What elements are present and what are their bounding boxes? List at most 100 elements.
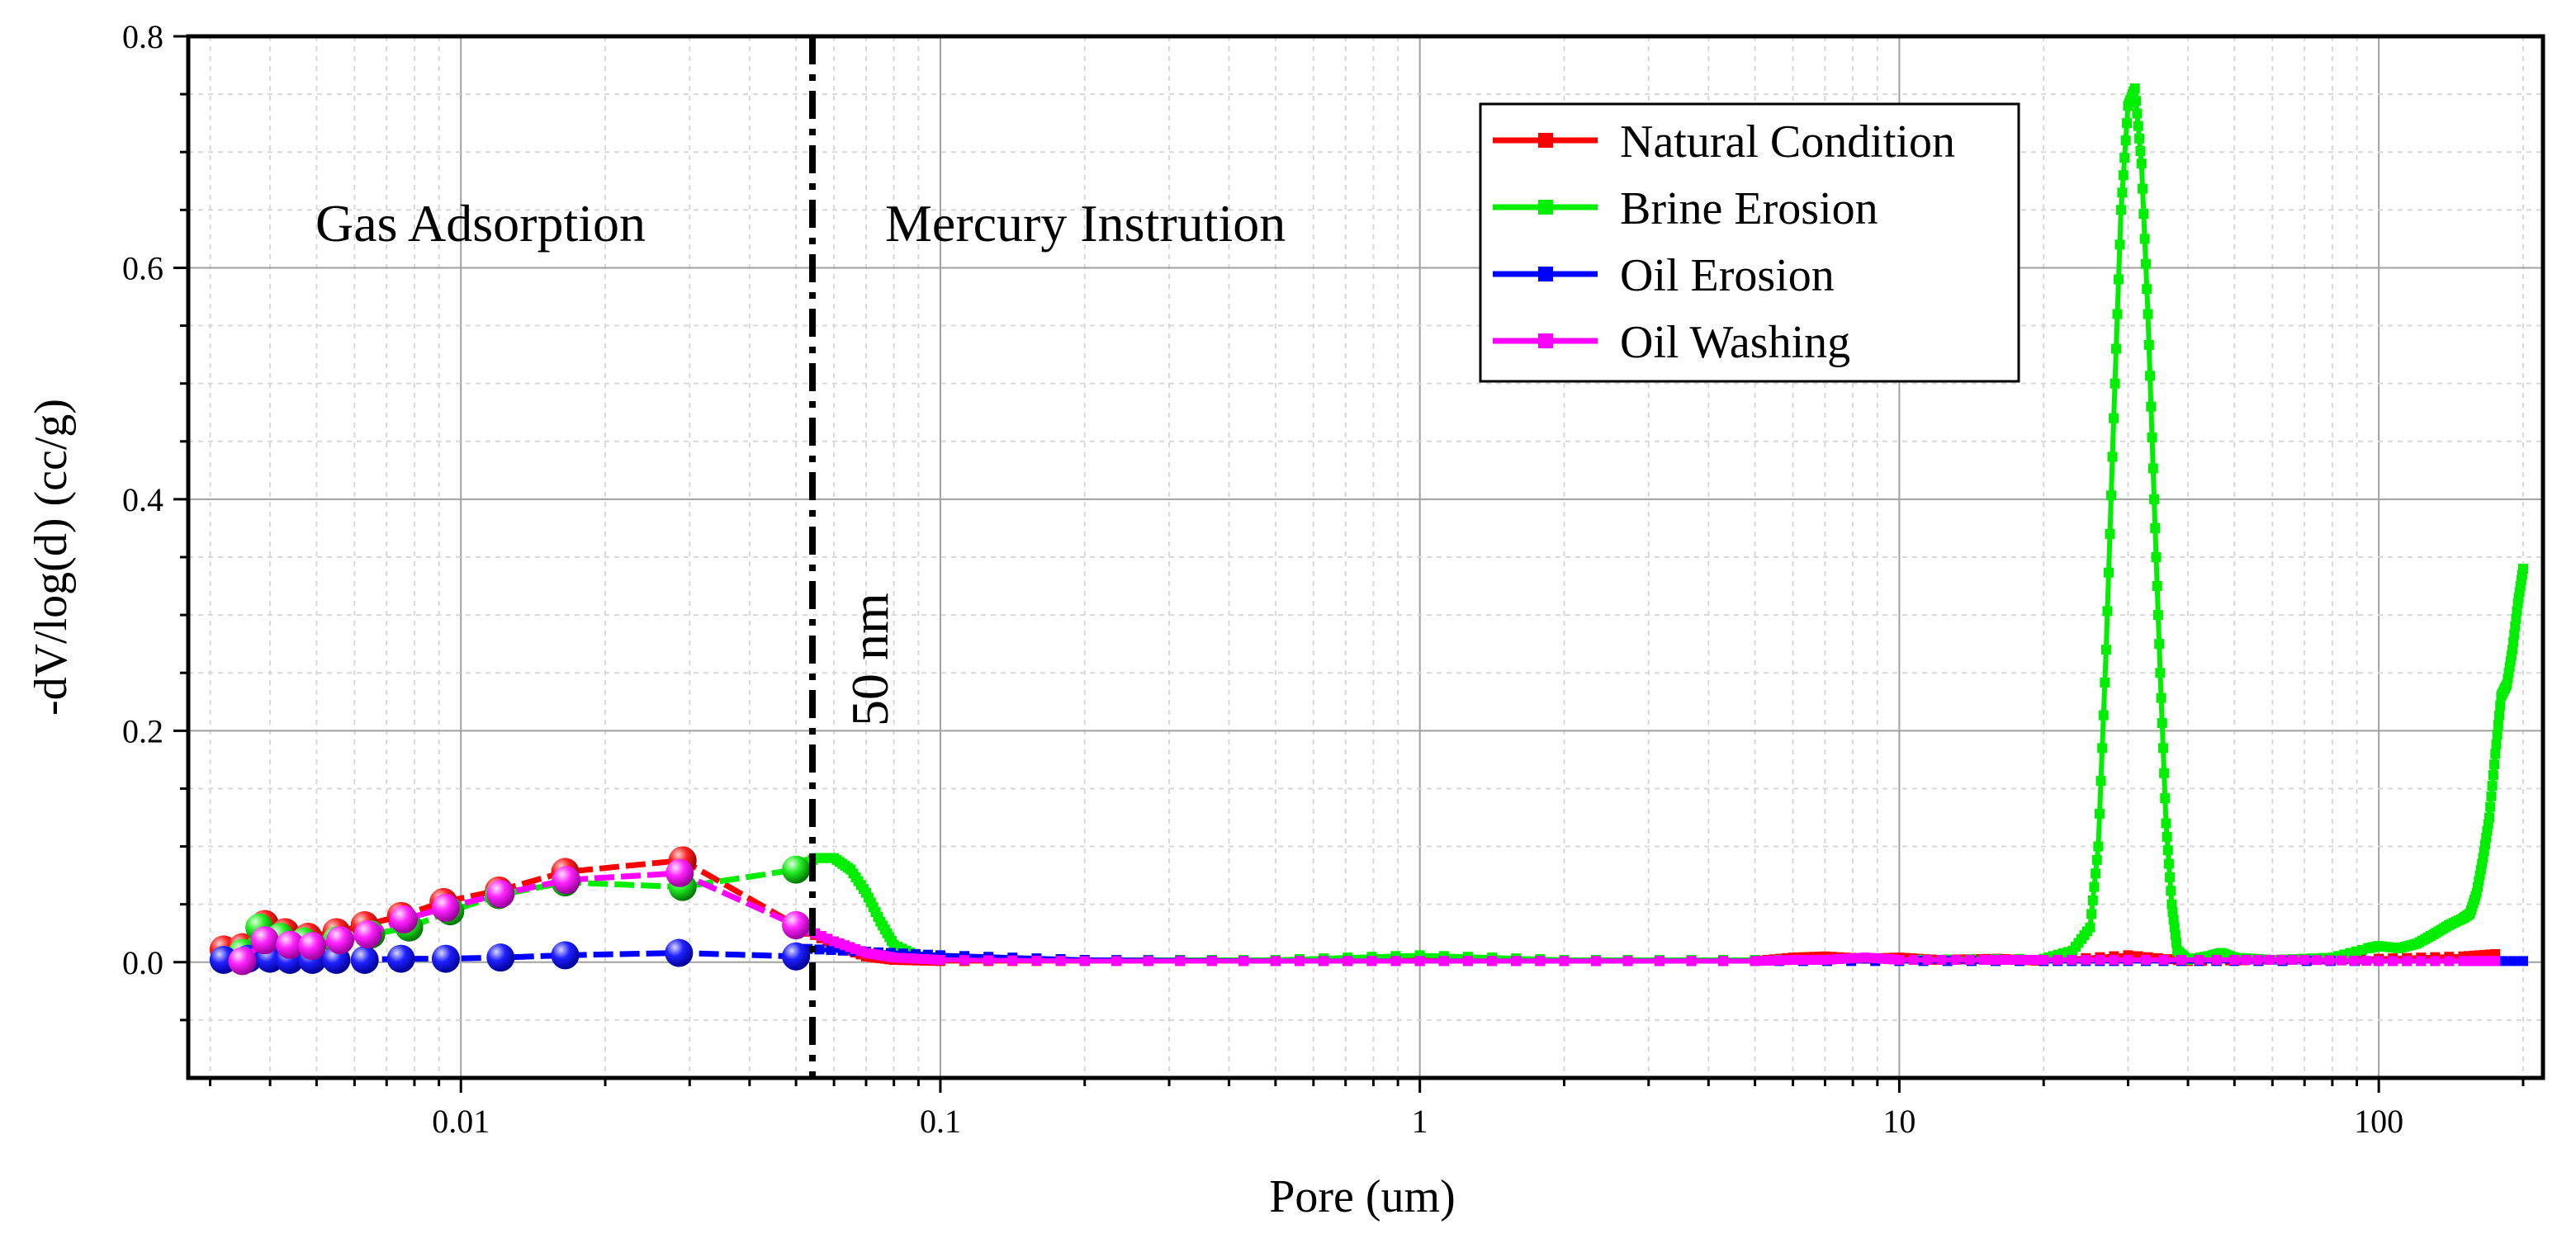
series-oil-washing	[228, 858, 2501, 976]
series-marker-hg	[1238, 956, 1249, 967]
series-marker-hg	[2159, 768, 2170, 778]
series-marker-hg	[2146, 401, 2157, 412]
series-marker-hg	[2139, 234, 2150, 244]
series-marker-hg	[1175, 956, 1186, 967]
series-marker-hg	[1908, 954, 1919, 965]
series-marker-hg	[1295, 956, 1305, 967]
series-point-gas	[431, 944, 460, 973]
legend: Natural Condition Brine Erosion Oil Erosio…	[1479, 102, 2020, 383]
series-marker-hg	[1718, 956, 1729, 967]
series-marker-hg	[2337, 955, 2347, 966]
x-tick-label: 0.1	[920, 1103, 961, 1140]
series-marker-hg	[1894, 954, 1905, 965]
series-marker-hg	[2133, 121, 2143, 131]
series-marker-hg	[2160, 793, 2171, 804]
series-marker-hg	[2517, 564, 2528, 574]
series-marker-hg	[2444, 956, 2455, 967]
series-point-gas	[486, 943, 515, 972]
series-point-gas	[486, 880, 515, 909]
series-point-gas	[228, 947, 257, 976]
series-marker-hg	[2152, 610, 2163, 621]
series-marker-hg	[845, 942, 855, 952]
series-marker-hg	[1936, 954, 1947, 965]
series-point-gas	[782, 855, 811, 884]
series-marker-hg	[2138, 183, 2148, 194]
series-marker-hg	[2019, 954, 2029, 965]
series-marker-hg	[2485, 801, 2496, 812]
series-marker-hg	[1390, 956, 1401, 967]
series-marker-hg	[2156, 692, 2166, 703]
series-marker-hg	[1950, 954, 1961, 965]
series-marker-hg	[1686, 956, 1697, 967]
legend-box	[1479, 102, 2020, 383]
series-marker-hg	[2147, 463, 2158, 474]
series-marker-hg	[2138, 209, 2149, 220]
axis-ticks	[173, 35, 2525, 1093]
series-marker-hg	[1964, 954, 1975, 965]
series-marker-hg	[2107, 451, 2118, 462]
series-marker-hg	[2129, 83, 2140, 94]
series-marker-hg	[2511, 613, 2522, 624]
series-marker-hg	[2507, 956, 2518, 967]
x-tick-label: 100	[2354, 1103, 2403, 1140]
series-marker-hg	[814, 944, 825, 955]
series-marker-hg	[2493, 720, 2503, 730]
series-marker-hg	[912, 953, 922, 964]
series-marker-hg	[2507, 645, 2518, 655]
series-marker-hg	[927, 954, 938, 965]
series-marker-hg	[2086, 909, 2097, 919]
legend-label-brine-erosion: Brine Erosion	[1620, 183, 1878, 234]
series-marker-hg	[2093, 841, 2104, 852]
series-marker-hg	[2166, 886, 2176, 896]
series-marker-hg	[2119, 153, 2130, 163]
series-marker-hg	[2492, 730, 2503, 740]
series-marker-hg	[826, 945, 836, 956]
y-tick-label: 0.8	[122, 18, 163, 55]
series-point-gas	[386, 944, 415, 973]
series-marker-hg	[2135, 146, 2146, 157]
series-marker-hg	[1922, 954, 1933, 965]
series-marker-hg	[2142, 284, 2152, 295]
series-marker-hg	[2388, 956, 2398, 967]
series-marker-hg	[1462, 956, 1473, 967]
series-marker-hg	[2091, 854, 2102, 865]
series-marker-hg	[2145, 371, 2156, 381]
series-line-gas-brine-erosion	[239, 867, 797, 955]
x-axis-title: Pore (um)	[1269, 1171, 1456, 1222]
series-point-gas	[782, 910, 811, 939]
series-marker-hg	[2194, 954, 2204, 965]
series-marker-hg	[2120, 135, 2131, 146]
series-marker-hg	[920, 954, 930, 965]
series-marker-hg	[1143, 956, 1153, 967]
series-marker-hg	[1978, 954, 1989, 965]
x-tick-label: 10	[1882, 1103, 1915, 1140]
series-marker-hg	[2100, 645, 2111, 655]
series-point-gas	[350, 945, 379, 974]
series-marker-hg	[2067, 954, 2077, 965]
series-marker-hg	[2169, 922, 2180, 933]
series-marker-hg	[904, 953, 915, 964]
series-marker-hg	[2123, 954, 2133, 965]
series-marker-hg	[2140, 954, 2151, 965]
series-marker-hg	[2229, 954, 2240, 965]
series-marker-hg	[1111, 956, 1122, 967]
series-marker-hg	[2029, 954, 2039, 965]
series-marker-hg	[2140, 258, 2151, 269]
series-marker-hg	[2176, 954, 2186, 965]
series-marker-hg	[2053, 954, 2063, 965]
series-marker-hg	[2098, 710, 2109, 721]
legend-swatch-marker	[1538, 267, 1553, 281]
series-marker-hg	[2110, 378, 2120, 389]
series-marker-hg	[2100, 677, 2110, 688]
series-layer	[209, 83, 2528, 976]
series-marker-hg	[897, 952, 907, 963]
x-tick-label: 0.01	[432, 1103, 490, 1140]
series-marker-hg	[2171, 938, 2181, 948]
series-marker-hg	[1511, 956, 1522, 967]
series-marker-hg	[2508, 636, 2519, 647]
series-marker-hg	[1270, 956, 1281, 967]
series-marker-hg	[2085, 922, 2095, 933]
series-marker-hg	[2106, 490, 2117, 501]
series-marker-hg	[2374, 956, 2384, 967]
series-marker-hg	[2495, 700, 2506, 711]
